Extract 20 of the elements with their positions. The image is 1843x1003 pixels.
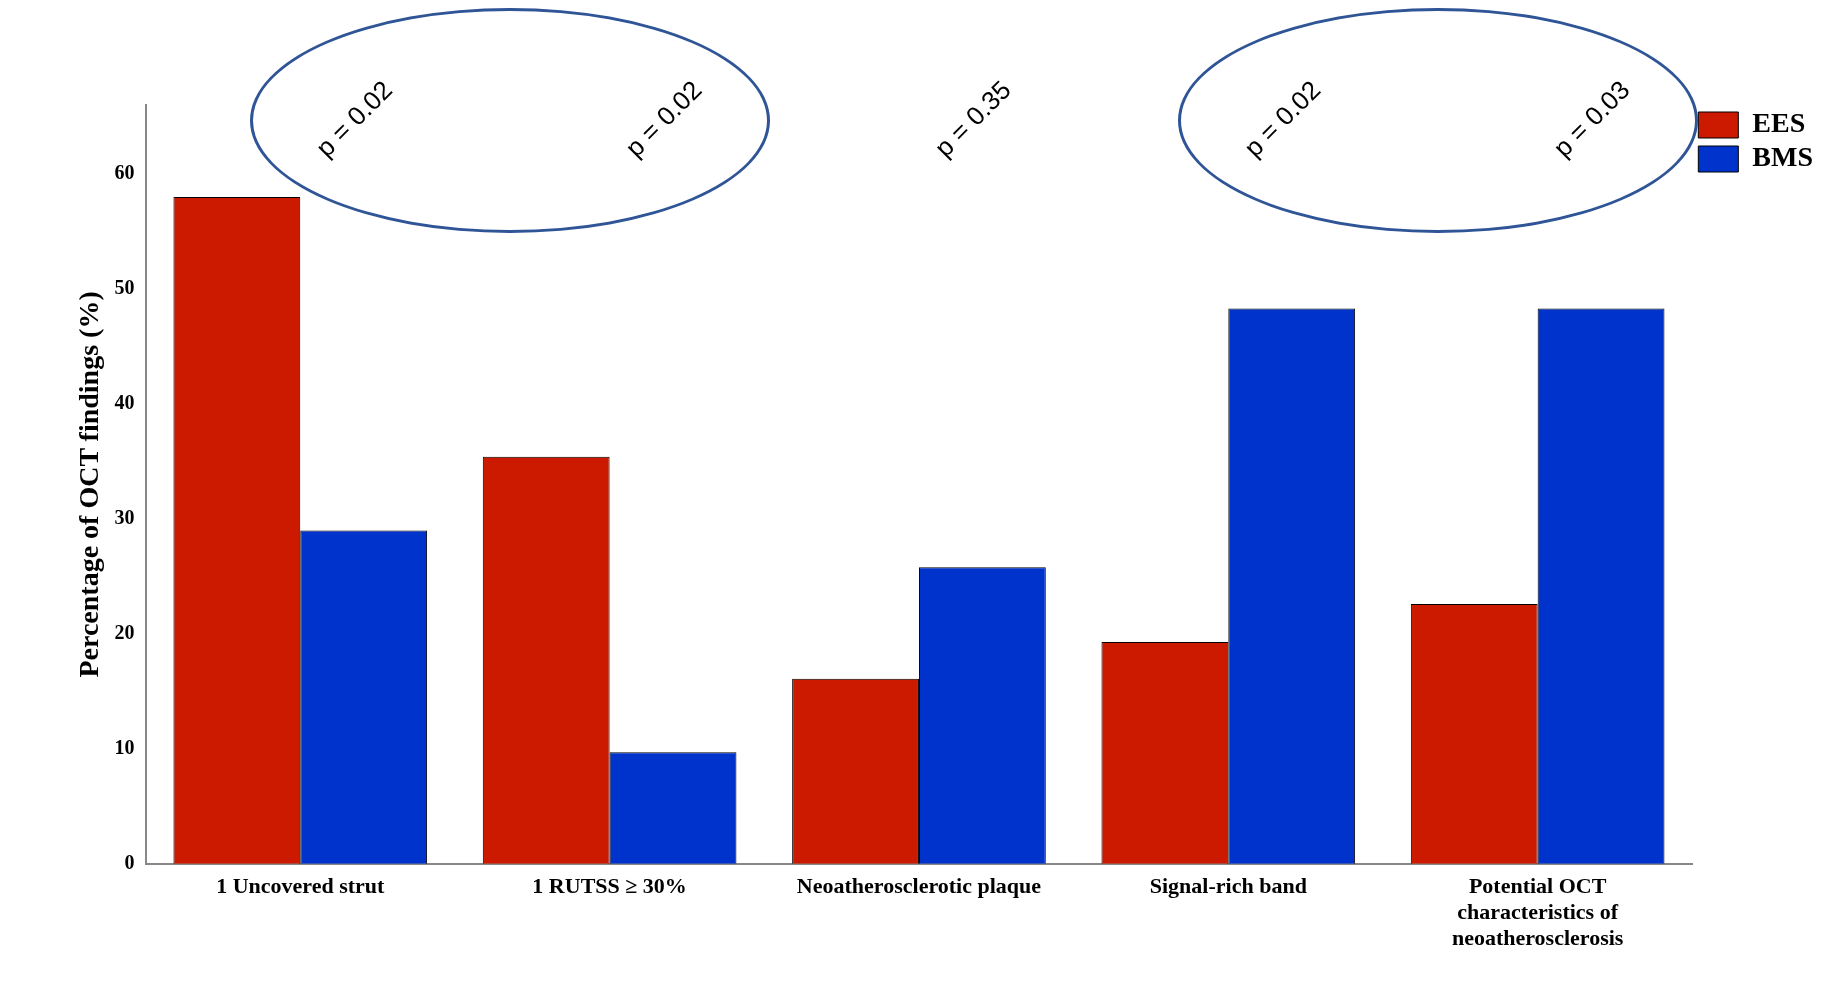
- legend-label: BMS: [1752, 141, 1814, 173]
- x-tick-label: 1 RUTSS ≥ 30%: [532, 872, 687, 898]
- x-tick-label: 1 Uncovered strut: [216, 872, 386, 898]
- x-tick-label: Potential OCT characteristics of neoatherosclerosis: [1451, 872, 1624, 951]
- x-tick-label: Neoatherosclerotic plaque: [796, 872, 1042, 898]
- annotation: p = 0.02: [619, 74, 708, 163]
- y-axis-title: Percentage of OCT findings (%): [73, 291, 105, 678]
- annotation: p = 0.02: [309, 74, 399, 163]
- y-tick-label: 40: [114, 391, 135, 414]
- annotation: p = 0.02: [1237, 74, 1327, 163]
- y-tick-label: 30: [114, 506, 135, 529]
- y-tick-label: 60: [114, 161, 135, 184]
- annotation: p = 0.35: [928, 74, 1017, 163]
- y-tick-label: 20: [114, 621, 135, 644]
- annotation: p = 0.03: [1547, 74, 1636, 163]
- y-tick-label: 50: [114, 276, 135, 299]
- y-tick-label: 10: [114, 736, 135, 758]
- y-tick-label: 0: [124, 850, 135, 873]
- x-tick-label: Signal-rich band: [1149, 872, 1307, 898]
- legend-label: EES: [1752, 107, 1806, 139]
